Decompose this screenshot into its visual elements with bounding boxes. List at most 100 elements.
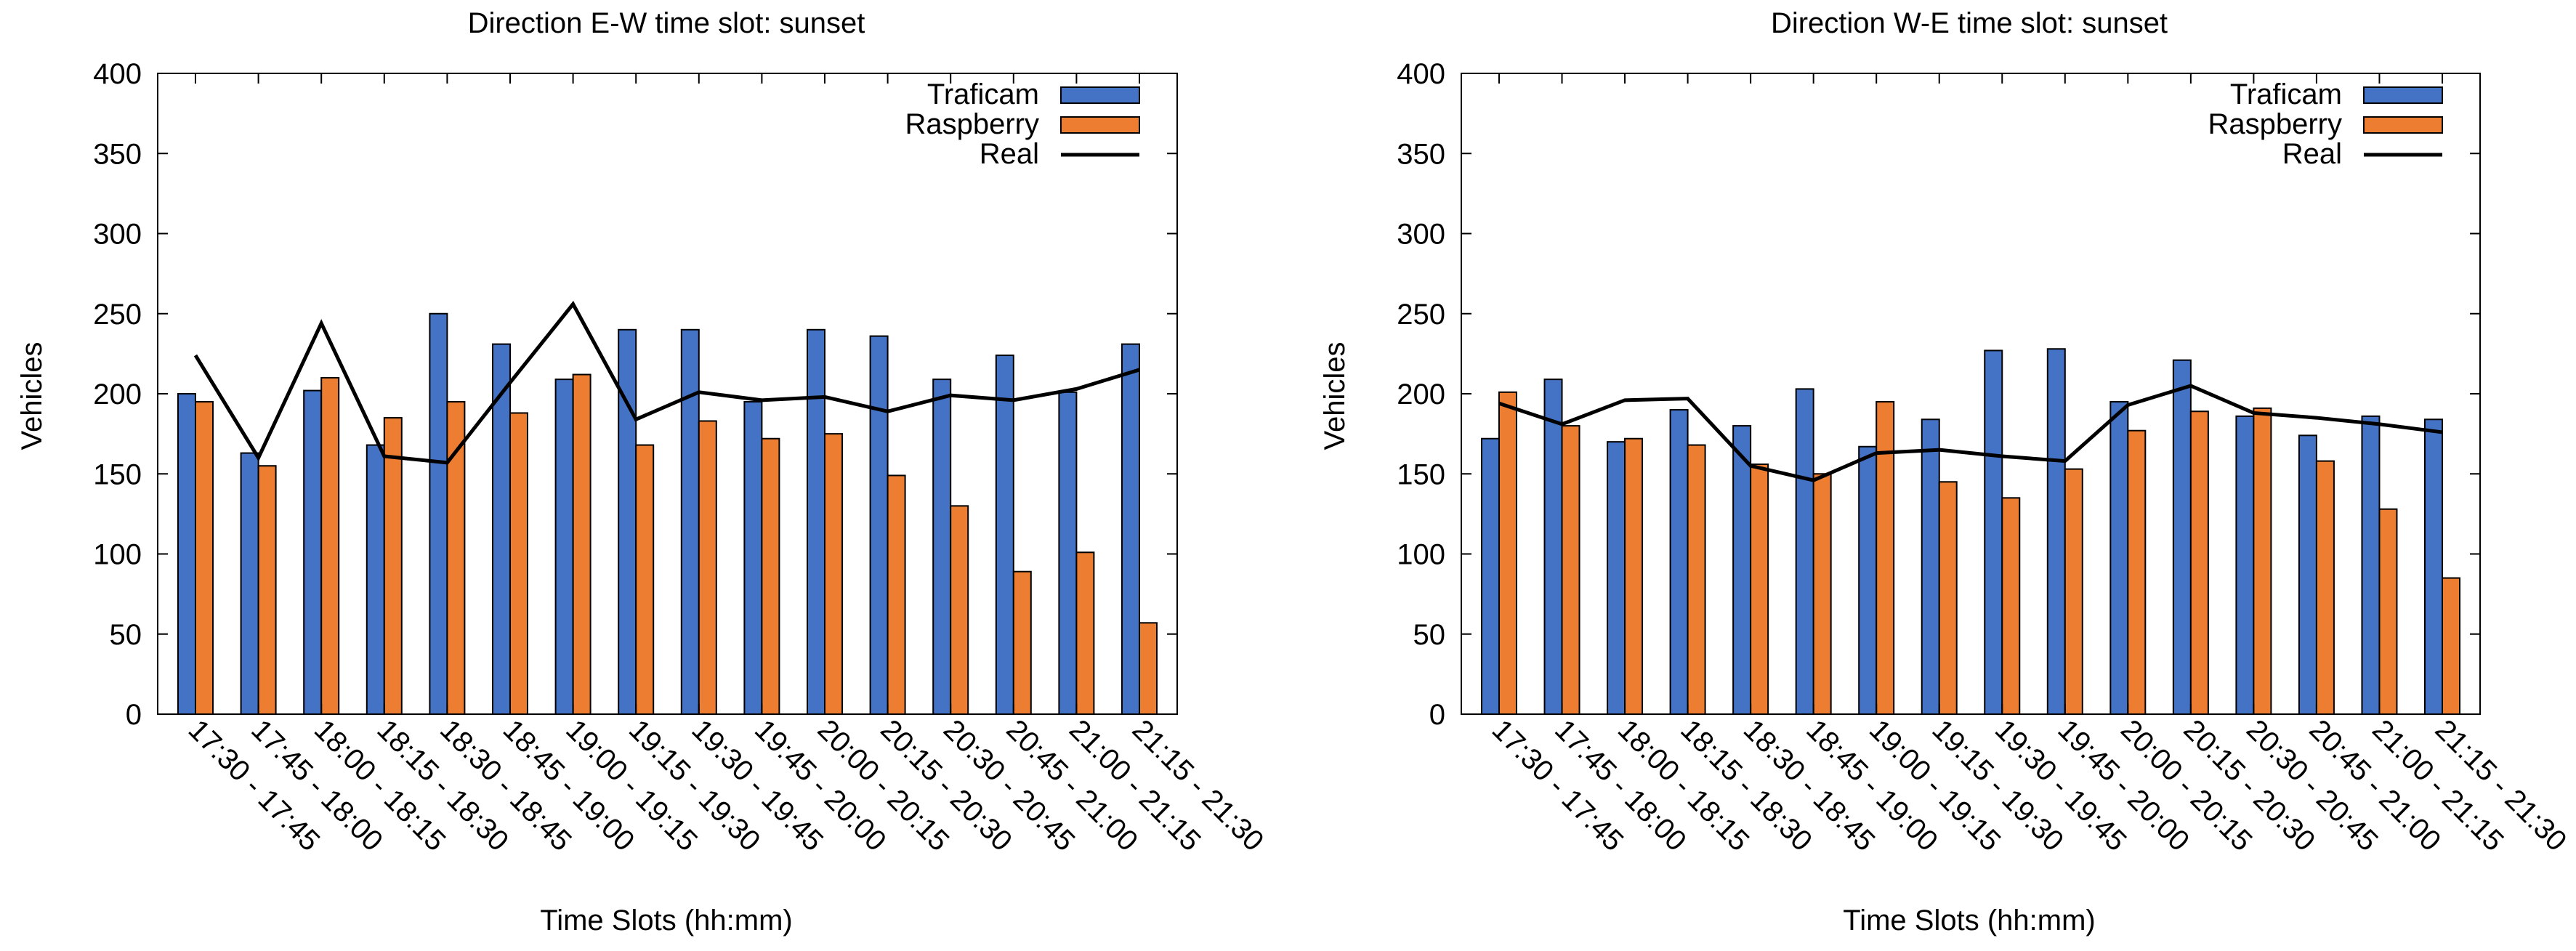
y-tick-label: 300 xyxy=(1397,219,1445,251)
bar-raspberry xyxy=(1624,437,1644,715)
y-tick-label: 300 xyxy=(93,219,142,251)
legend-label-real: Real xyxy=(2282,138,2342,170)
bar-raspberry xyxy=(2442,577,2460,716)
x-axis-label: Time Slots (hh:mm) xyxy=(540,905,792,936)
bar-traficam xyxy=(1732,425,1752,715)
bar-raspberry xyxy=(257,465,277,715)
bar-raspberry xyxy=(950,505,969,715)
bar-raspberry xyxy=(2001,497,2021,715)
bar-traficam xyxy=(240,452,259,716)
legend-swatch-raspberry xyxy=(1060,116,1140,134)
bar-traficam xyxy=(2109,401,2129,716)
y-tick-label: 400 xyxy=(93,58,142,90)
bar-raspberry xyxy=(824,433,843,715)
bar-traficam xyxy=(177,393,196,715)
legend-label-traficam: Traficam xyxy=(927,78,1039,110)
x-axis-label: Time Slots (hh:mm) xyxy=(1843,905,2095,936)
bar-raspberry xyxy=(320,376,340,715)
y-tick-label: 100 xyxy=(93,539,142,571)
bar-raspberry xyxy=(887,474,906,716)
y-tick-label: 250 xyxy=(1397,299,1445,331)
chart-east-west: Direction E-W time slot: sunset Vehicles… xyxy=(16,7,1269,936)
bar-traficam xyxy=(2235,415,2255,715)
y-axis-label: Vehicles xyxy=(16,342,48,450)
bar-traficam xyxy=(743,401,763,716)
legend-swatch-traficam xyxy=(2363,86,2443,104)
y-tick-label: 350 xyxy=(1397,138,1445,170)
y-tick-label: 200 xyxy=(93,379,142,410)
bar-traficam xyxy=(1121,343,1140,715)
y-tick-label: 0 xyxy=(1429,699,1445,731)
y-tick-label: 150 xyxy=(93,458,142,490)
y-tick-label: 150 xyxy=(1397,458,1445,490)
y-tick-label: 100 xyxy=(1397,539,1445,571)
bar-traficam xyxy=(2046,348,2066,715)
legend-label-raspberry: Raspberry xyxy=(2208,108,2342,140)
bar-raspberry xyxy=(1876,401,1895,716)
line-real xyxy=(193,301,1140,465)
bar-raspberry xyxy=(761,437,780,715)
bar-traficam xyxy=(2361,415,2381,715)
bar-traficam xyxy=(869,335,889,715)
legend-label-real: Real xyxy=(980,138,1039,170)
bar-traficam xyxy=(1607,441,1626,716)
bar-traficam xyxy=(2424,418,2443,716)
bar-traficam xyxy=(1984,349,2003,715)
bar-raspberry xyxy=(1561,425,1580,715)
chart-title: Direction W-E time slot: sunset xyxy=(1771,7,2168,39)
bar-raspberry xyxy=(1498,391,1517,715)
y-tick-label: 250 xyxy=(93,299,142,331)
y-tick-label: 0 xyxy=(126,699,142,731)
bar-raspberry xyxy=(1750,464,1769,716)
bar-traficam xyxy=(429,312,448,715)
bar-traficam xyxy=(2172,359,2192,715)
bar-raspberry xyxy=(1687,444,1706,715)
bar-raspberry xyxy=(509,412,528,716)
bar-traficam xyxy=(807,328,825,715)
chart-title: Direction E-W time slot: sunset xyxy=(468,7,865,39)
bar-traficam xyxy=(554,379,574,716)
bar-traficam xyxy=(1921,418,1940,716)
bar-traficam xyxy=(1858,445,1878,715)
bar-traficam xyxy=(932,379,952,716)
bar-raspberry xyxy=(1938,481,1958,716)
legend-swatch-traficam xyxy=(1060,86,1140,104)
legend-label-raspberry: Raspberry xyxy=(905,108,1039,140)
bar-traficam xyxy=(2298,434,2317,716)
bar-traficam xyxy=(1795,388,1814,715)
bar-traficam xyxy=(366,444,385,715)
bar-raspberry xyxy=(635,444,655,715)
line-real xyxy=(1498,384,2443,482)
bar-traficam xyxy=(1543,379,1563,716)
bar-raspberry xyxy=(1012,570,1032,715)
bar-raspberry xyxy=(2378,508,2398,715)
bar-raspberry xyxy=(1139,622,1158,715)
bar-raspberry xyxy=(2253,407,2272,715)
bar-raspberry xyxy=(572,373,591,715)
y-tick-label: 50 xyxy=(110,619,142,651)
bar-raspberry xyxy=(383,417,403,715)
bar-traficam xyxy=(680,328,700,715)
y-tick-label: 400 xyxy=(1397,58,1445,90)
legend-label-traficam: Traficam xyxy=(2230,78,2342,110)
y-tick-label: 50 xyxy=(1413,619,1446,651)
bar-raspberry xyxy=(2315,460,2335,715)
y-tick-label: 350 xyxy=(93,138,142,170)
chart-west-east: Direction W-E time slot: sunset Vehicles… xyxy=(1319,7,2572,936)
bar-traficam xyxy=(1058,391,1078,715)
bar-raspberry xyxy=(2189,410,2209,715)
bar-traficam xyxy=(1481,437,1500,715)
bar-raspberry xyxy=(195,401,214,716)
bar-traficam xyxy=(995,355,1014,715)
bar-traficam xyxy=(303,389,323,716)
bar-traficam xyxy=(1669,409,1689,715)
bar-raspberry xyxy=(698,420,717,715)
legend-swatch-raspberry xyxy=(2363,116,2443,134)
bar-raspberry xyxy=(2127,429,2147,716)
y-tick-label: 200 xyxy=(1397,379,1445,410)
bar-raspberry xyxy=(1075,551,1095,715)
y-axis-label: Vehicles xyxy=(1319,342,1351,450)
bar-traficam xyxy=(618,328,637,715)
bar-raspberry xyxy=(1812,473,1832,715)
